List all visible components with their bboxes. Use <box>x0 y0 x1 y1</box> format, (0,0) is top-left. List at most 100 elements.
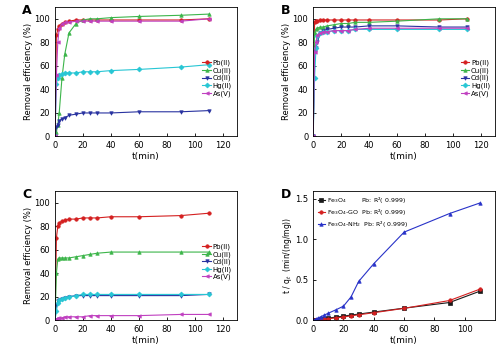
Line: Cd(II): Cd(II) <box>312 24 469 138</box>
Cd(II) <box>352 25 358 29</box>
Cu(II) <box>313 27 319 32</box>
Cu(II) <box>87 252 93 257</box>
As(V) <box>394 26 400 30</box>
Pb(II) <box>59 21 65 26</box>
Hg(II) <box>94 70 100 74</box>
Cu(II) <box>54 271 60 275</box>
Cd(II) <box>55 122 61 127</box>
As(V) <box>55 40 61 44</box>
Hg(II) <box>80 292 86 296</box>
As(V) <box>94 314 100 318</box>
Fe$_3$O$_4$        Pb: R²( 0.999): (0, 0): R²( 0.999): (0, 0) <box>310 318 316 322</box>
Hg(II) <box>324 30 330 34</box>
Fe$_3$O$_4$-GO  Pb: R²( 0.999): (0, 0): R²( 0.999): (0, 0) <box>310 318 316 322</box>
As(V) <box>87 314 93 318</box>
Fe$_3$O$_4$-NH$_2$  Pb: R²( 0.999): (30, 0.48): R²( 0.999): (30, 0.48) <box>356 279 362 284</box>
Cu(II) <box>436 17 442 21</box>
As(V) <box>52 134 58 139</box>
Cd(II) <box>56 119 62 123</box>
Fe$_3$O$_4$-NH$_2$  Pb: R²( 0.999): (110, 1.45): R²( 0.999): (110, 1.45) <box>477 201 483 205</box>
Fe$_3$O$_4$        Pb: R²( 0.999): (1, 0.003): R²( 0.999): (1, 0.003) <box>312 318 318 322</box>
Cd(II) <box>178 294 184 298</box>
Line: Fe$_3$O$_4$        Pb: R²( 0.999): Fe$_3$O$_4$ Pb: R²( 0.999) <box>312 289 482 322</box>
Cu(II) <box>366 20 372 24</box>
Cd(II) <box>87 111 93 115</box>
Hg(II) <box>338 29 344 33</box>
Cd(II) <box>80 111 86 115</box>
As(V) <box>366 26 372 30</box>
Cu(II) <box>394 19 400 23</box>
Fe$_3$O$_4$        Pb: R²( 0.999): (5, 0.014): R²( 0.999): (5, 0.014) <box>318 317 324 321</box>
Line: Fe$_3$O$_4$-GO  Pb: R²( 0.999): Fe$_3$O$_4$-GO Pb: R²( 0.999) <box>312 288 482 322</box>
Pb(II) <box>87 216 93 220</box>
Pb(II) <box>436 18 442 22</box>
Hg(II) <box>317 31 323 35</box>
Cd(II) <box>136 110 142 114</box>
Cu(II) <box>345 21 351 26</box>
As(V) <box>108 314 114 318</box>
Cd(II) <box>66 113 72 118</box>
Fe$_3$O$_4$        Pb: R²( 0.999): (90, 0.22): R²( 0.999): (90, 0.22) <box>446 300 452 304</box>
Hg(II) <box>66 71 72 75</box>
Hg(II) <box>73 71 79 75</box>
Cu(II) <box>52 318 58 322</box>
Cd(II) <box>366 24 372 28</box>
Cu(II) <box>464 17 470 21</box>
Hg(II) <box>59 297 65 301</box>
Pb(II) <box>206 211 212 215</box>
Cd(II) <box>73 294 79 298</box>
Fe$_3$O$_4$-GO  Pb: R²( 0.999): (1, 0.002): R²( 0.999): (1, 0.002) <box>312 318 318 322</box>
Line: Cu(II): Cu(II) <box>54 12 210 138</box>
As(V) <box>206 312 212 316</box>
Cd(II) <box>178 110 184 114</box>
As(V) <box>54 317 60 321</box>
Cd(II) <box>464 25 470 29</box>
Cd(II) <box>394 24 400 28</box>
Y-axis label: Removal efficiency (%): Removal efficiency (%) <box>24 23 33 120</box>
Legend: Pb(II), Cu(II), Cd(II), Hg(II), As(V): Pb(II), Cu(II), Cd(II), Hg(II), As(V) <box>201 242 234 282</box>
As(V) <box>56 26 62 30</box>
Cu(II) <box>59 256 65 260</box>
Hg(II) <box>54 309 60 313</box>
Hg(II) <box>136 67 142 71</box>
Pb(II) <box>108 215 114 219</box>
Fe$_3$O$_4$-NH$_2$  Pb: R²( 0.999): (90, 1.32): R²( 0.999): (90, 1.32) <box>446 212 452 216</box>
Fe$_3$O$_4$-NH$_2$  Pb: R²( 0.999): (3, 0.027): R²( 0.999): (3, 0.027) <box>314 316 320 320</box>
Cu(II) <box>59 76 65 80</box>
Pb(II) <box>87 18 93 22</box>
Cd(II) <box>338 25 344 29</box>
Fe$_3$O$_4$-NH$_2$  Pb: R²( 0.999): (15, 0.13): R²( 0.999): (15, 0.13) <box>333 308 339 312</box>
Cu(II) <box>73 254 79 259</box>
Pb(II) <box>310 134 316 139</box>
Cu(II) <box>66 256 72 260</box>
Hg(II) <box>87 292 93 296</box>
Pb(II) <box>136 215 142 219</box>
Pb(II) <box>464 17 470 21</box>
X-axis label: t(min): t(min) <box>390 152 418 161</box>
Line: Pb(II): Pb(II) <box>54 17 210 138</box>
As(V) <box>352 27 358 32</box>
Cu(II) <box>66 31 72 35</box>
Text: B: B <box>280 5 290 18</box>
Y-axis label: Removal efficiency (%): Removal efficiency (%) <box>24 207 33 304</box>
Fe$_3$O$_4$        Pb: R²( 0.999): (10, 0.027): R²( 0.999): (10, 0.027) <box>326 316 332 320</box>
Fe$_3$O$_4$-NH$_2$  Pb: R²( 0.999): (0, 0): R²( 0.999): (0, 0) <box>310 318 316 322</box>
Hg(II) <box>87 70 93 74</box>
Cd(II) <box>108 111 114 115</box>
Pb(II) <box>352 18 358 22</box>
Cu(II) <box>56 111 62 115</box>
Hg(II) <box>464 27 470 32</box>
Hg(II) <box>55 301 61 305</box>
Cu(II) <box>52 134 58 139</box>
Pb(II) <box>338 18 344 22</box>
Cu(II) <box>56 256 62 260</box>
Line: Cu(II): Cu(II) <box>312 17 469 138</box>
As(V) <box>310 134 316 139</box>
Cd(II) <box>73 112 79 116</box>
Cu(II) <box>87 17 93 21</box>
Fe$_3$O$_4$-GO  Pb: R²( 0.999): (25, 0.055): R²( 0.999): (25, 0.055) <box>348 314 354 318</box>
Cd(II) <box>59 297 65 301</box>
Pb(II) <box>331 18 337 22</box>
As(V) <box>54 73 60 77</box>
Line: Hg(II): Hg(II) <box>54 63 210 138</box>
